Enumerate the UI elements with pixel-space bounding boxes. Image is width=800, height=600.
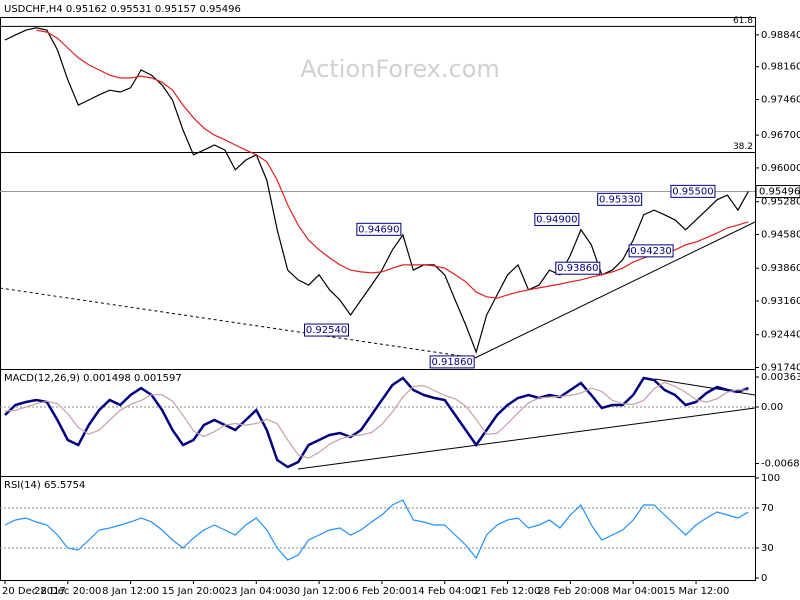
x-tick-label: 15 Jan 20:00 [162,586,225,597]
annotation-label: 0.95330 [599,194,640,205]
y-tick-label: 0.93860 [761,263,800,274]
series-line [4,381,749,459]
annotation-box [304,323,350,337]
y-tick-label: 0.94580 [761,229,800,240]
y-tick-label: 0.92440 [761,330,800,341]
trend-line [0,287,476,359]
y-tick-label: 0.93160 [761,296,800,307]
watermark: ActionForex.com [300,55,500,83]
plot-frame [0,17,756,581]
trend-line [297,407,756,470]
x-tick-label: 20 Dec 2017 [2,586,66,597]
last-price-label: 0.95496 [759,187,800,198]
y-tick-label: 0.98160 [761,62,800,73]
y-tick-label: 0.96700 [761,130,800,141]
panel-title: MACD(12,26,9) 0.001498 0.001597 [4,373,182,384]
y-tick-label: 30 [761,543,774,554]
x-tick-label: 14 Feb 04:00 [412,586,478,597]
annotation-box [534,212,580,226]
annotation-label: 0.91860 [431,357,472,368]
annotation-box [555,261,601,275]
x-tick-label: 28 Feb 20:00 [538,586,604,597]
annotation-label: 0.93860 [557,263,598,274]
annotation-box [356,222,402,236]
annotation-box [670,184,716,198]
x-tick-label: 6 Feb 20:00 [352,586,411,597]
y-tick-label: -0.006858 [761,459,800,470]
x-tick-label: 8 Mar 04:00 [603,586,663,597]
series-line [4,27,749,354]
y-tick-label: 0.95280 [761,197,800,208]
x-tick-label: 15 Mar 12:00 [663,586,730,597]
annotation-box [597,192,643,206]
last-price-box [755,185,800,199]
fib-label: 61.8 [733,16,753,26]
y-tick-label: 100 [761,473,780,484]
y-tick-label: 0.96000 [761,163,800,174]
y-tick-label: 0 [761,573,767,584]
x-tick-label: 21 Feb 12:00 [475,586,541,597]
series-line [4,499,749,561]
y-tick-label: 70 [761,503,774,514]
annotation-label: 0.94900 [536,214,577,225]
y-tick-label: 0.98840 [761,30,800,41]
x-tick-label: 23 Jan 04:00 [225,586,288,597]
x-tick-label: 8 Jan 12:00 [102,586,159,597]
annotation-box [429,355,475,369]
annotation-label: 0.94690 [358,224,399,235]
x-tick-label: 28 Dec 20:00 [34,586,101,597]
annotation-label: 0.94230 [630,246,671,257]
y-tick-label: 0.003638 [761,372,800,383]
annotation-label: 0.92540 [306,325,347,336]
chart-title: USDCHF,H4 0.95162 0.95531 0.95157 0.9549… [4,4,241,15]
y-tick-label: 0.91740 [761,363,800,374]
y-tick-label: 0.00 [761,402,783,413]
trend-line [474,221,756,359]
annotation-box [628,244,674,258]
x-tick-label: 30 Jan 12:00 [287,586,350,597]
series-line [36,29,749,299]
annotation-label: 0.95500 [672,186,713,197]
fib-label: 38.2 [733,142,753,152]
y-tick-label: 0.97460 [761,95,800,106]
panel-title: RSI(14) 65.5754 [4,480,85,491]
